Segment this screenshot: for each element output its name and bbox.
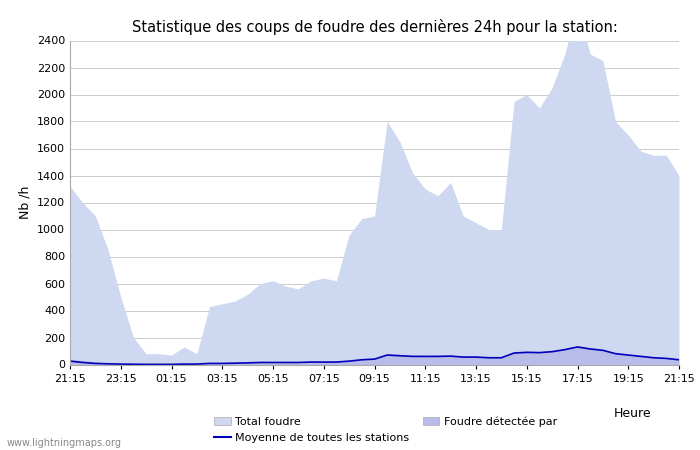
Title: Statistique des coups de foudre des dernières 24h pour la station:: Statistique des coups de foudre des dern… <box>132 19 617 35</box>
Text: www.lightningmaps.org: www.lightningmaps.org <box>7 438 122 448</box>
Legend: Total foudre, Moyenne de toutes les stations, Foudre détectée par: Total foudre, Moyenne de toutes les stat… <box>209 412 561 447</box>
Text: Heure: Heure <box>613 407 651 420</box>
Y-axis label: Nb /h: Nb /h <box>18 186 32 219</box>
